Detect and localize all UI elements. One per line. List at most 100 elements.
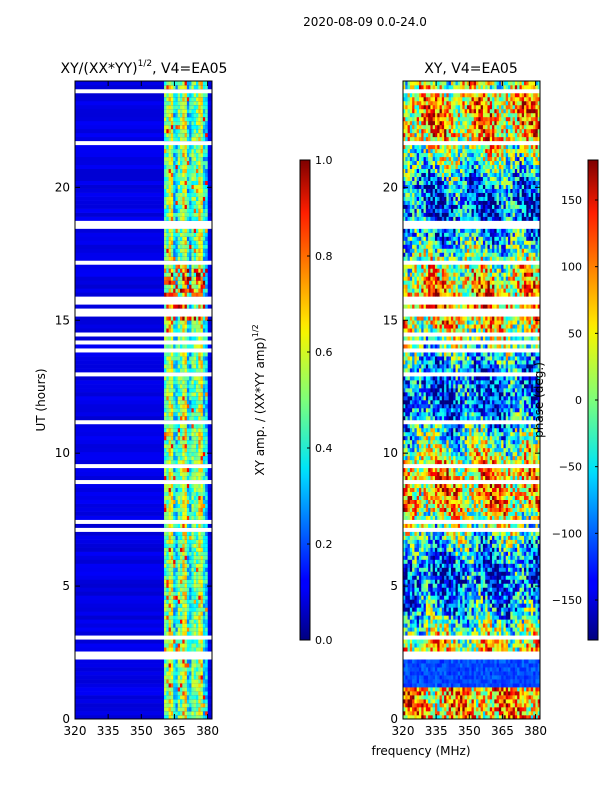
heatmap-cell <box>521 683 525 688</box>
heatmap-cell <box>478 699 481 704</box>
heatmap-cell <box>521 671 525 676</box>
heatmap-cell <box>448 663 452 668</box>
heatmap-cell <box>175 435 179 441</box>
heatmap-cell <box>460 631 463 636</box>
heatmap-cell <box>537 603 540 608</box>
heatmap-cell <box>198 471 201 477</box>
heatmap-cell <box>189 487 192 493</box>
heatmap-cell <box>191 244 195 249</box>
heatmap-cell <box>168 344 172 349</box>
heatmap-row <box>75 336 212 341</box>
heatmap-cell <box>193 647 197 652</box>
amplitude-y-axis-label: UT (hours) <box>34 368 48 431</box>
heatmap-cell <box>487 575 491 580</box>
heatmap-cell <box>166 200 169 205</box>
heatmap-cell <box>191 256 195 261</box>
heatmap-cell <box>189 180 192 185</box>
heatmap-cell <box>168 683 172 688</box>
heatmap-cell <box>177 495 181 500</box>
heatmap-cell <box>182 268 185 273</box>
heatmap-cell <box>198 212 201 217</box>
heatmap-cell <box>186 715 190 719</box>
heatmap-cell <box>205 104 208 110</box>
heatmap-cell <box>189 172 192 177</box>
heatmap-cell <box>166 256 169 261</box>
heatmap-cell <box>205 236 208 241</box>
heatmap-cell <box>198 108 201 114</box>
heatmap-cell <box>414 599 417 604</box>
heatmap-cell <box>198 715 201 719</box>
heatmap-cell <box>166 188 169 193</box>
heatmap-cell <box>164 128 167 134</box>
heatmap-cell <box>501 671 504 676</box>
heatmap-cell <box>180 376 183 381</box>
heatmap-cell <box>205 152 208 158</box>
heatmap-cell <box>455 671 459 676</box>
heatmap-cell <box>205 639 208 644</box>
heatmap-cell <box>494 691 497 696</box>
heatmap-cell <box>180 116 183 122</box>
heatmap-cell <box>514 659 518 664</box>
heatmap-cell <box>439 703 443 708</box>
heatmap-cell <box>482 663 486 668</box>
heatmap-cell <box>416 615 420 620</box>
heatmap-cell <box>498 571 502 576</box>
heatmap-cell <box>439 611 443 616</box>
heatmap-cell <box>193 108 197 114</box>
heatmap-cell <box>189 272 192 277</box>
heatmap-cell <box>462 575 465 580</box>
heatmap-cell <box>460 611 463 616</box>
heatmap-cell <box>177 352 181 357</box>
heatmap-cell <box>200 663 204 668</box>
heatmap-cell <box>196 591 199 596</box>
heatmap-cell <box>200 400 204 405</box>
heatmap-cell <box>489 631 493 636</box>
heatmap-cell <box>166 583 169 588</box>
heatmap-cell <box>200 384 204 389</box>
heatmap-cell <box>476 667 479 672</box>
heatmap-cell <box>184 611 188 616</box>
heatmap-cell <box>170 647 174 652</box>
heatmap-cell <box>501 707 504 712</box>
heatmap-cell <box>437 579 440 584</box>
heatmap-cell <box>485 627 488 632</box>
heatmap-cell <box>466 683 470 688</box>
heatmap-cell <box>202 324 206 329</box>
heatmap-cell <box>177 523 181 528</box>
heatmap-cell <box>205 384 208 389</box>
heatmap-cell <box>186 328 190 333</box>
heatmap-cell <box>403 579 406 584</box>
heatmap-cell <box>418 679 422 684</box>
heatmap-cell <box>460 671 463 676</box>
heatmap-cell <box>196 427 199 433</box>
heatmap-cell <box>469 691 472 696</box>
heatmap-cell <box>166 451 169 457</box>
heatmap-cell <box>439 671 443 676</box>
heatmap-cell <box>193 607 197 612</box>
heatmap-cell <box>530 583 534 588</box>
heatmap-cell <box>409 595 413 600</box>
heatmap-cell <box>512 599 516 604</box>
heatmap-cell <box>526 659 529 664</box>
heatmap-cell <box>193 284 197 289</box>
heatmap-cell <box>412 619 415 624</box>
heatmap-cell <box>514 679 518 684</box>
heatmap-cell <box>200 364 204 369</box>
heatmap-cell <box>517 619 520 624</box>
heatmap-cell <box>517 683 520 688</box>
heatmap-cell <box>191 467 195 473</box>
heatmap-cell <box>412 575 415 580</box>
heatmap-cell <box>517 583 520 588</box>
heatmap-cell <box>476 671 479 676</box>
heatmap-cell <box>517 715 520 719</box>
heatmap-cell <box>173 268 176 273</box>
heatmap-cell <box>505 659 509 664</box>
heatmap-cell <box>501 587 504 592</box>
heatmap-cell <box>164 555 167 560</box>
heatmap-cell <box>489 711 493 716</box>
heatmap-cell <box>164 328 167 333</box>
heatmap-cell <box>418 695 422 700</box>
heatmap-cell <box>409 703 413 708</box>
heatmap-cell <box>508 711 511 716</box>
